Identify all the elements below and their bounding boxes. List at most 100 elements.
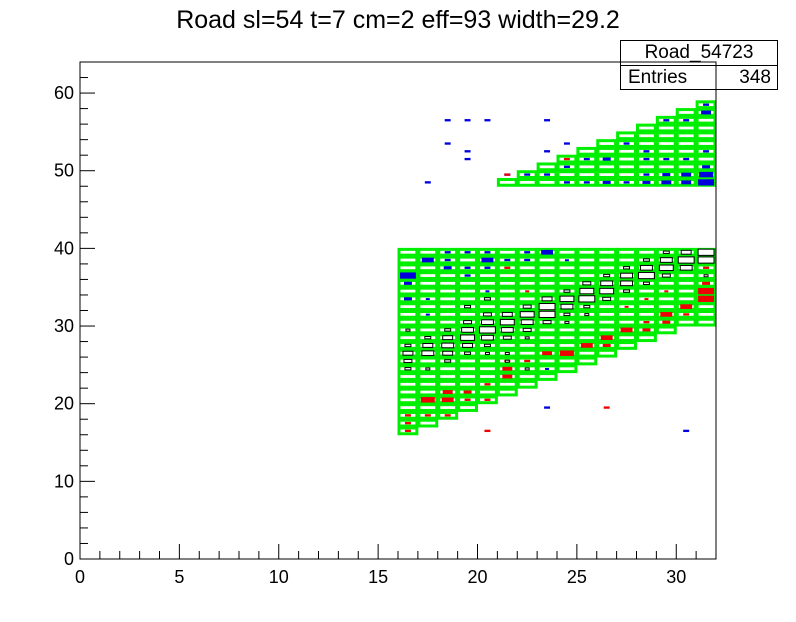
box-hit [623, 289, 631, 293]
blue-hit [544, 406, 551, 409]
road-cell [397, 418, 419, 428]
road-cell [437, 255, 459, 265]
x-tick-label: 25 [567, 567, 587, 587]
road-cell [536, 255, 558, 265]
box-hit [697, 248, 715, 256]
box-hit [578, 295, 596, 303]
box-hit [559, 295, 575, 303]
blue-hit [444, 142, 451, 145]
blue-hit [698, 179, 715, 186]
road-cell [417, 341, 439, 350]
road-cell [477, 379, 498, 389]
box-hit [402, 350, 414, 356]
road-cell [556, 341, 578, 350]
road-cell [536, 263, 558, 273]
road-cell [417, 379, 439, 389]
road-cell [636, 263, 657, 273]
road-cell [437, 294, 459, 304]
red-hit [441, 397, 454, 403]
blue-hit [425, 313, 430, 316]
blue-hit [484, 119, 491, 122]
road-cell [675, 131, 697, 141]
road-cell [596, 310, 618, 319]
blue-hit [703, 150, 710, 153]
road-cell [596, 302, 618, 311]
road-cell [516, 302, 538, 311]
road-cell [695, 317, 717, 327]
road-cell [695, 108, 717, 117]
road-cell [616, 294, 637, 304]
road-cell [556, 348, 578, 358]
road-cell [437, 348, 459, 358]
road-cell [417, 278, 439, 288]
road-cell [556, 364, 578, 374]
road-cell [675, 302, 697, 311]
road-cell [675, 294, 697, 304]
road-cell [536, 278, 558, 288]
box-hit [464, 351, 472, 355]
road-cell [496, 310, 518, 319]
blue-hit [563, 142, 570, 145]
road-cell [616, 154, 637, 164]
road-cell [675, 286, 697, 296]
road-cell [675, 146, 697, 156]
blue-hit [583, 157, 590, 161]
road-cell [417, 403, 439, 412]
y-tick-label: 20 [54, 394, 74, 414]
road-cell [496, 255, 518, 265]
road-cell [477, 333, 498, 343]
blue-hit [421, 257, 434, 263]
road-cell [457, 379, 478, 389]
red-hit [484, 383, 491, 386]
box-hit [441, 342, 455, 349]
box-hit [542, 320, 552, 325]
road-cell [437, 325, 459, 335]
road-cell [417, 333, 439, 343]
box-hit [502, 335, 512, 340]
road-cell [397, 286, 419, 296]
red-hit [502, 374, 513, 379]
box-hit [484, 351, 490, 355]
blue-hit [563, 165, 570, 169]
box-hit [403, 358, 413, 364]
road-cell [655, 302, 677, 311]
red-hit [463, 390, 472, 394]
road-cell [655, 123, 677, 133]
blue-hit [544, 150, 551, 153]
road-cell [655, 325, 677, 335]
road-cell [477, 387, 498, 397]
road-cell [496, 177, 518, 187]
blue-hit [403, 297, 412, 301]
box-hit [639, 264, 653, 271]
box-hit [464, 304, 472, 309]
road-cell [655, 294, 677, 304]
road-cell [437, 403, 459, 412]
road-cell [397, 341, 419, 350]
road-cell [496, 387, 518, 397]
road-cell [596, 146, 618, 156]
road-cell [636, 162, 657, 172]
road-cell [556, 286, 578, 296]
road-cell [417, 255, 439, 265]
road-cell [437, 372, 459, 381]
road-cell [457, 364, 478, 374]
road-cell [576, 348, 598, 358]
road-cell [457, 348, 478, 358]
road-cell [616, 131, 637, 141]
box-hit [524, 367, 530, 371]
red-hit [600, 335, 613, 341]
stats-name: Road_54723 [621, 41, 777, 66]
box-hit [582, 281, 592, 286]
road-cell [397, 278, 419, 288]
box-hit [478, 326, 496, 334]
road-cell [556, 263, 578, 273]
blue-hit [583, 181, 590, 184]
road-cell [536, 170, 558, 179]
road-cell [675, 247, 697, 257]
blue-hit [642, 180, 651, 184]
blue-hit [643, 173, 650, 176]
road-cell [457, 317, 478, 327]
box-hit [504, 351, 510, 355]
road-cell [516, 286, 538, 296]
box-hit [424, 336, 432, 340]
